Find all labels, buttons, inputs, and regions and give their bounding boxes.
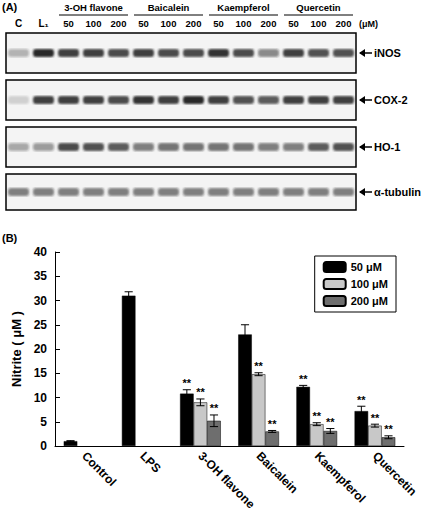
- svg-text:3-OH flavone: 3-OH flavone: [195, 449, 257, 511]
- svg-text:50: 50: [288, 18, 299, 29]
- svg-text:**: **: [326, 416, 335, 428]
- svg-text:200 μM: 200 μM: [351, 295, 388, 307]
- svg-text:Baicalein: Baicalein: [148, 2, 190, 13]
- svg-text:**: **: [312, 410, 321, 422]
- svg-text:(μM): (μM): [359, 19, 378, 29]
- svg-text:LPS: LPS: [137, 449, 163, 475]
- svg-text:200: 200: [186, 18, 202, 29]
- svg-text:100: 100: [311, 18, 327, 29]
- svg-text:100: 100: [86, 18, 102, 29]
- svg-text:α-tubulin: α-tubulin: [374, 186, 421, 198]
- svg-text:50: 50: [138, 18, 149, 29]
- svg-text:**: **: [183, 377, 192, 389]
- svg-text:35: 35: [34, 269, 48, 283]
- svg-text:C: C: [15, 18, 22, 29]
- svg-text:25: 25: [34, 318, 48, 332]
- svg-text:20: 20: [34, 342, 48, 356]
- svg-text:COX-2: COX-2: [374, 94, 408, 106]
- svg-text:Kaempferol: Kaempferol: [217, 2, 269, 13]
- svg-text:40: 40: [34, 245, 48, 259]
- svg-text:HO-1: HO-1: [374, 141, 400, 153]
- svg-text:**: **: [371, 412, 380, 424]
- svg-text:200: 200: [336, 18, 352, 29]
- svg-text:**: **: [268, 418, 277, 430]
- svg-text:iNOS: iNOS: [374, 47, 401, 59]
- svg-text:**: **: [357, 394, 366, 406]
- svg-text:100: 100: [161, 18, 177, 29]
- svg-text:Nitrite ( μM ): Nitrite ( μM ): [9, 311, 24, 387]
- svg-text:50 μM: 50 μM: [351, 261, 382, 273]
- svg-text:10: 10: [34, 391, 48, 405]
- svg-text:200: 200: [111, 18, 127, 29]
- svg-text:15: 15: [34, 366, 48, 380]
- svg-text:L₁: L₁: [38, 18, 48, 29]
- svg-text:**: **: [196, 386, 205, 398]
- svg-text:Baicalein: Baicalein: [254, 449, 301, 496]
- svg-text:3-OH flavone: 3-OH flavone: [64, 2, 123, 13]
- svg-text:5: 5: [40, 415, 47, 429]
- svg-text:30: 30: [34, 294, 48, 308]
- svg-text:(B): (B): [2, 232, 18, 244]
- svg-text:Control: Control: [79, 449, 119, 489]
- svg-text:50: 50: [213, 18, 224, 29]
- svg-text:Quercetin: Quercetin: [370, 449, 419, 498]
- svg-text:100 μM: 100 μM: [351, 278, 388, 290]
- svg-text:Quercetin: Quercetin: [296, 2, 341, 13]
- svg-text:0: 0: [40, 439, 47, 453]
- svg-text:200: 200: [261, 18, 277, 29]
- svg-text:50: 50: [63, 18, 74, 29]
- svg-text:**: **: [384, 423, 393, 435]
- svg-text:(A): (A): [2, 1, 18, 13]
- svg-text:**: **: [210, 402, 219, 414]
- svg-text:100: 100: [236, 18, 252, 29]
- svg-text:Kaempferol: Kaempferol: [312, 449, 369, 506]
- svg-text:**: **: [254, 360, 263, 372]
- svg-text:**: **: [299, 373, 308, 385]
